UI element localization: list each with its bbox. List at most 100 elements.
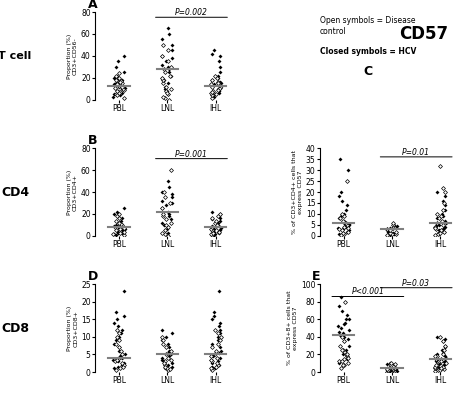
Point (161, 227, 169, 234)
Point (389, 363, 397, 369)
Point (440, 225, 447, 232)
Point (211, 365, 219, 372)
Point (390, 364, 398, 370)
Point (383, 226, 391, 232)
Point (344, 202, 351, 208)
Point (162, 88, 170, 94)
Point (208, 84, 216, 90)
Point (209, 215, 216, 222)
Point (110, 230, 118, 237)
Point (160, 77, 167, 83)
Point (439, 206, 447, 213)
Point (392, 365, 400, 371)
Point (337, 332, 344, 338)
Point (161, 194, 169, 201)
Point (110, 91, 118, 98)
Point (120, 313, 128, 319)
Point (158, 189, 166, 195)
Point (159, 230, 166, 236)
Point (112, 217, 119, 224)
Point (160, 42, 167, 48)
Point (433, 362, 440, 368)
Point (163, 84, 170, 90)
Point (338, 227, 346, 234)
Point (335, 329, 343, 336)
Point (115, 344, 122, 351)
Point (117, 330, 125, 336)
Point (439, 364, 447, 370)
Point (342, 351, 349, 358)
Point (120, 360, 128, 366)
Point (118, 227, 125, 234)
Point (117, 348, 125, 354)
Point (339, 351, 347, 358)
Point (340, 213, 347, 219)
Point (340, 211, 347, 217)
Point (441, 358, 448, 365)
Point (116, 365, 123, 372)
Point (161, 362, 169, 368)
Point (115, 224, 123, 230)
Point (120, 288, 128, 294)
Point (433, 365, 440, 372)
Y-axis label: Proportion (%)
CD3+CD8+: Proportion (%) CD3+CD8+ (67, 306, 78, 351)
Point (437, 356, 444, 362)
Point (167, 351, 174, 358)
Point (121, 226, 128, 232)
Point (387, 225, 394, 232)
Point (115, 79, 123, 86)
Y-axis label: % of CD3+8+ cells that
express CD57: % of CD3+8+ cells that express CD57 (287, 291, 298, 366)
Point (164, 233, 172, 239)
Point (165, 97, 173, 103)
Point (335, 360, 343, 366)
Point (438, 358, 445, 365)
Point (383, 227, 391, 234)
Point (208, 94, 215, 101)
Point (162, 58, 169, 64)
Point (110, 341, 118, 347)
Point (441, 224, 448, 230)
Point (113, 81, 120, 88)
Point (116, 82, 123, 89)
Point (215, 58, 222, 64)
Point (162, 202, 169, 208)
Point (160, 189, 168, 195)
Point (160, 360, 168, 366)
Point (335, 193, 342, 200)
Point (168, 47, 175, 54)
Point (441, 202, 448, 208)
Point (164, 91, 172, 98)
Point (164, 224, 172, 230)
Point (207, 230, 215, 237)
Point (120, 205, 128, 212)
Point (343, 347, 350, 353)
Point (161, 86, 169, 92)
Point (158, 75, 166, 81)
Point (159, 341, 167, 347)
Point (214, 79, 222, 86)
Point (164, 367, 172, 374)
Point (340, 224, 348, 230)
Point (158, 62, 166, 68)
Point (216, 84, 223, 91)
Point (167, 72, 174, 79)
Point (214, 225, 222, 232)
Point (435, 361, 443, 367)
Point (334, 323, 342, 330)
Point (432, 362, 440, 368)
Point (383, 367, 391, 373)
Point (111, 224, 118, 230)
Point (439, 360, 447, 366)
Point (441, 344, 448, 351)
Y-axis label: Proportion (%)
CD3+CD4+: Proportion (%) CD3+CD4+ (67, 169, 78, 215)
Point (210, 93, 218, 100)
Point (345, 316, 353, 322)
Point (120, 228, 128, 235)
Point (340, 356, 348, 362)
Point (209, 89, 216, 95)
Point (166, 72, 173, 79)
Point (114, 323, 121, 330)
Point (345, 336, 352, 342)
Point (441, 353, 449, 359)
Point (114, 213, 121, 219)
